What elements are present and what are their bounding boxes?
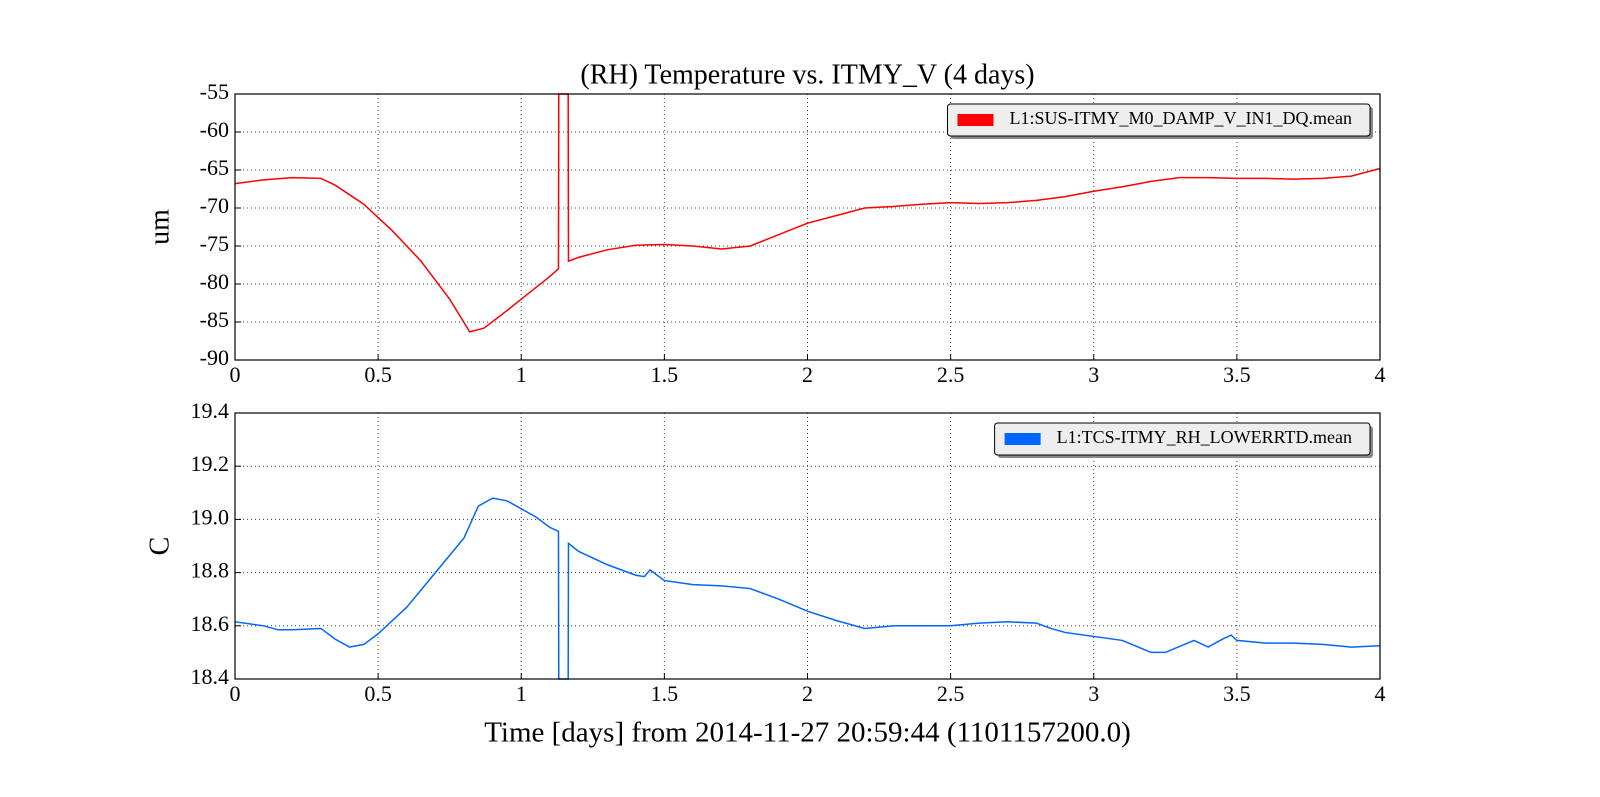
x-tick-label: 1	[516, 362, 527, 387]
y-tick-label: -90	[200, 345, 229, 370]
y-axis-label: C	[144, 537, 175, 556]
y-axis-label: um	[144, 209, 175, 245]
x-tick-label: 0	[230, 362, 241, 387]
legend-label: L1:SUS-ITMY_M0_DAMP_V_IN1_DQ.mean	[1010, 108, 1353, 128]
y-tick-label: -55	[200, 79, 229, 104]
x-tick-label: 1	[516, 681, 527, 706]
legend-box	[947, 103, 1371, 137]
y-tick-label: -65	[200, 155, 229, 180]
x-tick-label: 1.5	[651, 681, 679, 706]
y-tick-label: 18.8	[191, 558, 230, 583]
x-tick-label: 2	[802, 681, 813, 706]
y-tick-label: -60	[200, 117, 229, 142]
plot-frame	[234, 412, 1381, 680]
x-tick-label: 1.5	[651, 362, 679, 387]
data-line	[234, 93, 1381, 333]
x-tick-label: 3.5	[1223, 362, 1251, 387]
y-tick-label: 19.4	[191, 398, 230, 423]
plot-frame	[234, 93, 1381, 361]
data-line	[234, 497, 1381, 680]
y-tick-label: 18.6	[191, 611, 230, 636]
y-tick-label: -80	[200, 269, 229, 294]
x-tick-label: 2.5	[937, 362, 965, 387]
legend-box	[994, 422, 1371, 456]
x-tick-label: 0.5	[364, 362, 392, 387]
y-tick-label: -75	[200, 231, 229, 256]
y-tick-label: 19.0	[191, 504, 230, 529]
x-tick-label: 0	[230, 681, 241, 706]
legend-swatch	[957, 114, 994, 126]
x-tick-label: 2	[802, 362, 813, 387]
x-tick-label: 3.5	[1223, 681, 1251, 706]
x-tick-label: 3	[1088, 681, 1099, 706]
y-tick-label: -70	[200, 193, 229, 218]
y-tick-label: -85	[200, 307, 229, 332]
legend-label: L1:TCS-ITMY_RH_LOWERRTD.mean	[1057, 427, 1352, 447]
x-tick-label: 0.5	[364, 681, 392, 706]
chart-title: (RH) Temperature vs. ITMY_V (4 days)	[580, 59, 1034, 90]
x-tick-label: 4	[1375, 362, 1386, 387]
legend-swatch	[1004, 433, 1041, 445]
x-tick-label: 4	[1375, 681, 1386, 706]
y-tick-label: 18.4	[191, 664, 230, 689]
y-tick-label: 19.2	[191, 451, 230, 476]
x-tick-label: 3	[1088, 362, 1099, 387]
x-axis-label: Time [days] from 2014-11-27 20:59:44 (11…	[484, 717, 1131, 749]
x-tick-label: 2.5	[937, 681, 965, 706]
